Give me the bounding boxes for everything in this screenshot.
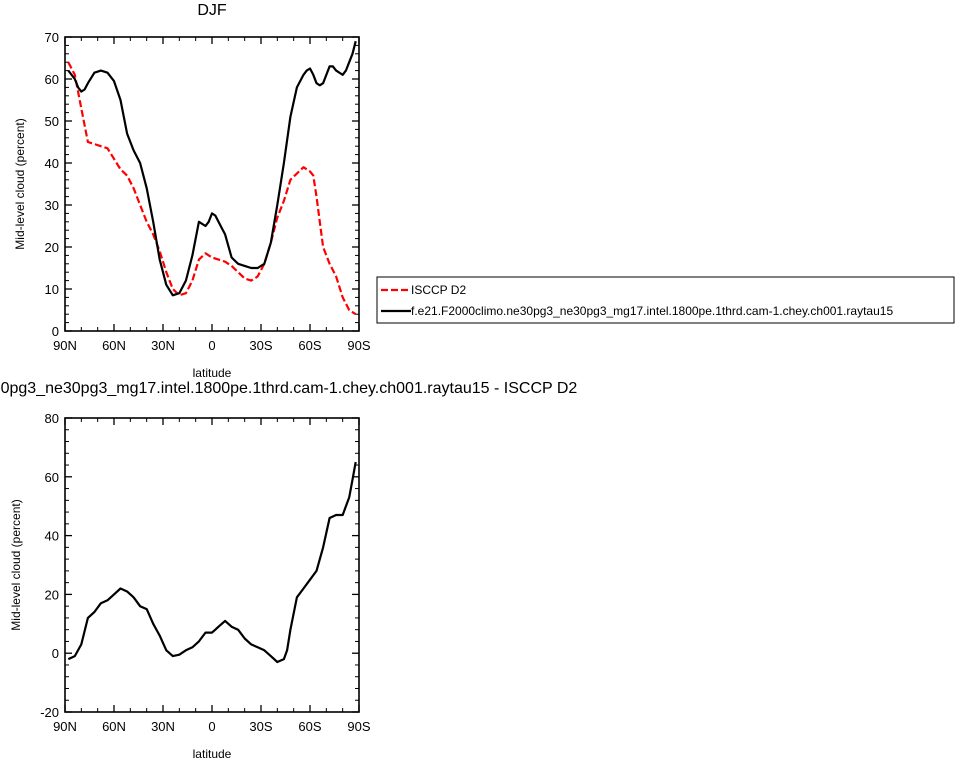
x-tick-label: 30N — [151, 338, 175, 353]
y-tick-label: 80 — [45, 411, 59, 426]
x-tick-label: 30S — [249, 719, 272, 734]
y-tick-label: 40 — [45, 529, 59, 544]
djf-panel: 0 10 20 30 40 50 60 70 90N 60N 30N 0 30S 60S 90S DJF lat… — [13, 2, 955, 380]
x-tick-label: 60S — [298, 719, 321, 734]
series-line-isccp — [67, 61, 357, 316]
y-tick-label: 60 — [45, 470, 59, 485]
y-axis-label: Mid-level cloud (percent) — [13, 118, 27, 249]
y-axis-label: Mid-level cloud (percent) — [9, 499, 23, 630]
x-tick-label: 30N — [151, 719, 175, 734]
y-tick-label: 50 — [45, 114, 59, 129]
chart-title: DJF — [197, 2, 227, 19]
x-tick-label: 0 — [208, 719, 215, 734]
y-tick-label: 30 — [45, 198, 59, 213]
y-tick-label: 70 — [45, 30, 59, 45]
x-tick-label: 60S — [298, 338, 321, 353]
difference-panel: -20 0 20 40 60 80 90N 60N 30N 0 30S 60S 90S f.e21.F20… — [0, 380, 577, 761]
x-tick-label: 30S — [249, 338, 272, 353]
y-tick-label: 20 — [45, 240, 59, 255]
legend-label: ISCCP D2 — [411, 283, 466, 297]
x-tick-label: 0 — [208, 338, 215, 353]
plot-frame — [64, 417, 360, 713]
legend-label: f.e21.F2000climo.ne30pg3_ne30pg3_mg17.in… — [411, 304, 893, 318]
x-tick-label: 60N — [102, 719, 126, 734]
x-tick-label: 90N — [53, 338, 77, 353]
y-tick-label: 0 — [52, 646, 59, 661]
y-tick-label: -20 — [40, 705, 59, 720]
y-tick-label: 20 — [45, 587, 59, 602]
x-tick-label: 60N — [102, 338, 126, 353]
series-line-model — [67, 40, 357, 297]
y-tick-label: 40 — [45, 156, 59, 171]
chart-title: f.e21.F2000climo.ne30pg3_ne30pg3_mg17.in… — [0, 380, 577, 397]
x-tick-label: 90S — [347, 719, 370, 734]
y-tick-label: 60 — [45, 72, 59, 87]
y-tick-label: 0 — [52, 324, 59, 339]
x-tick-label: 90N — [53, 719, 77, 734]
x-tick-label: 90S — [347, 338, 370, 353]
y-tick-label: 10 — [45, 282, 59, 297]
x-axis-label: latitude — [193, 747, 232, 761]
x-axis-label: latitude — [193, 366, 232, 380]
series-line-model — [67, 461, 357, 664]
legend-box — [376, 276, 955, 324]
